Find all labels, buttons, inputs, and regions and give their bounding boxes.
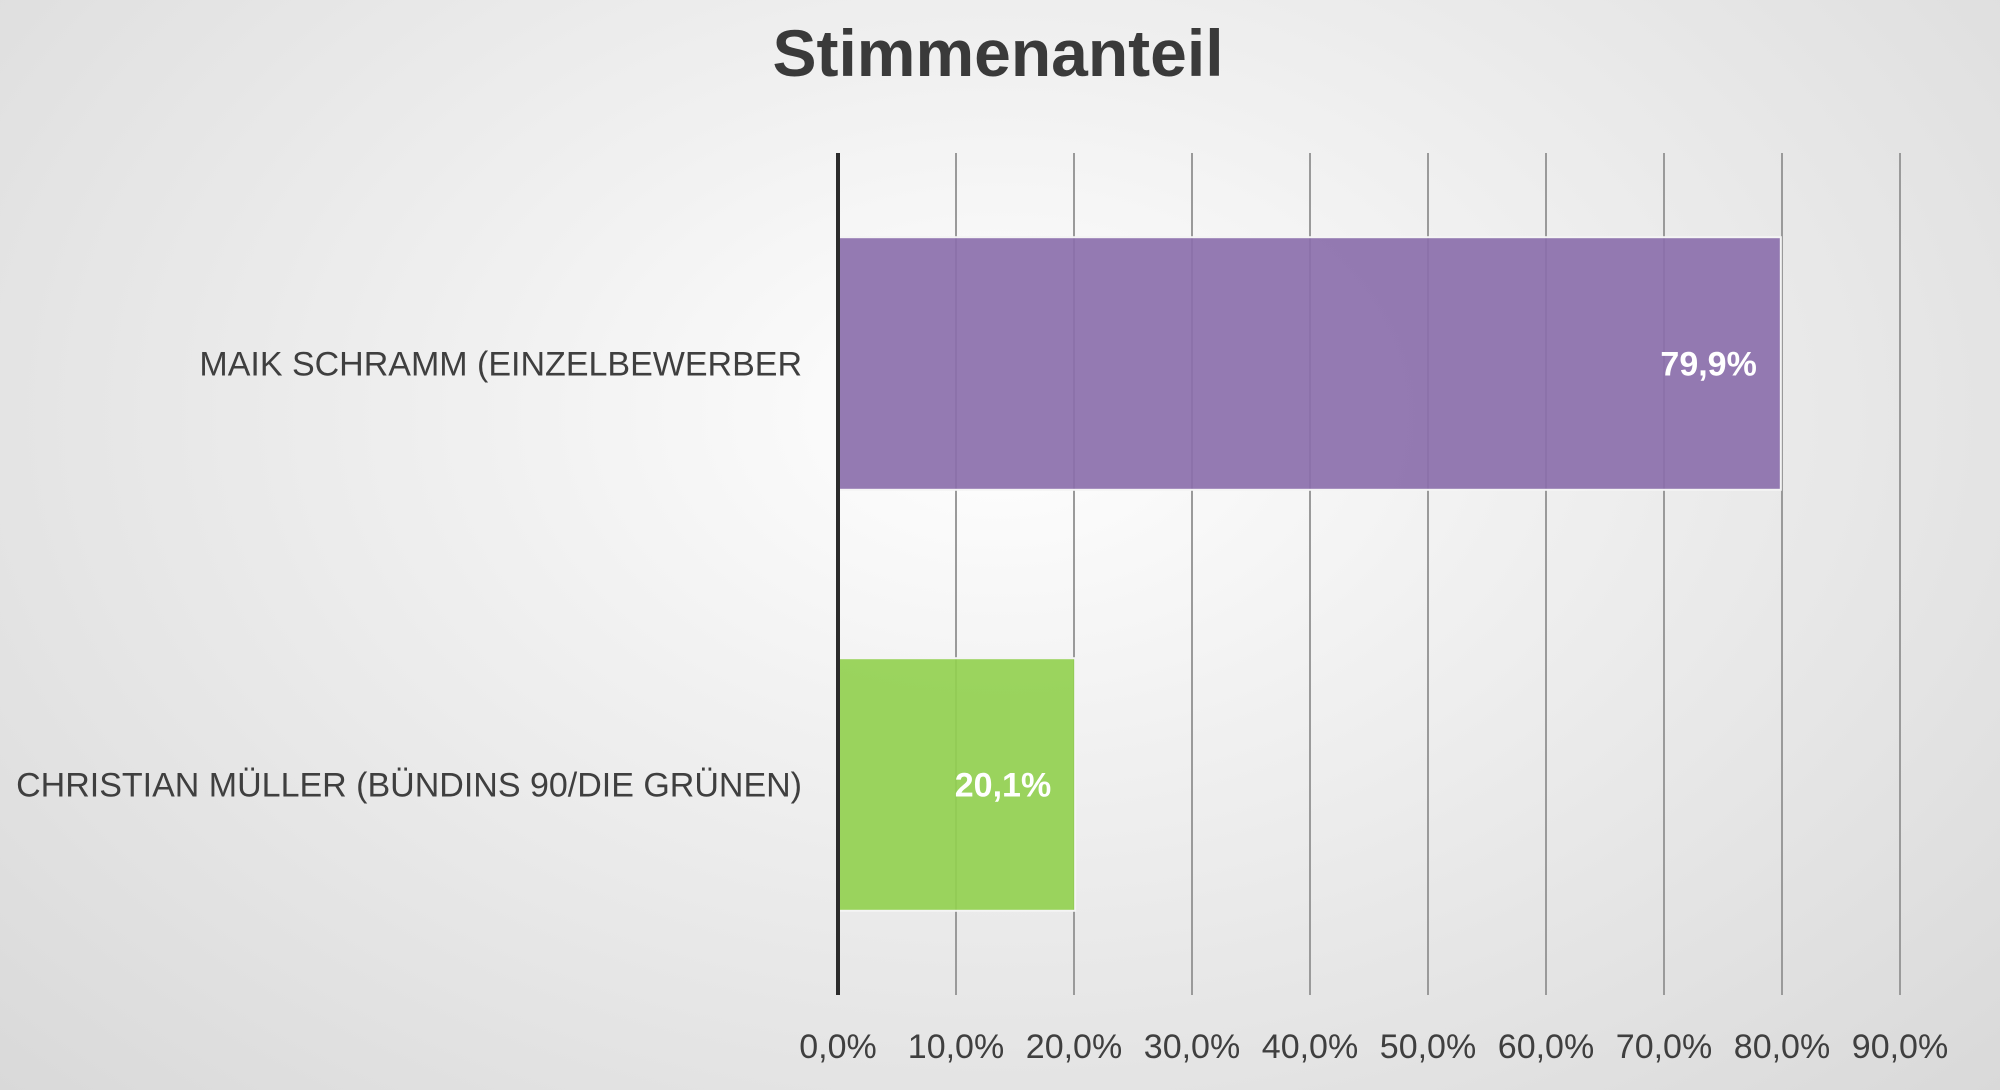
- x-tick-label-8: 80,0%: [1734, 1028, 1830, 1066]
- labels: 0,0% 10,0% 20,0% 30,0% 40,0% 50,0% 60,0% 70,0% 8…: [16, 346, 1948, 1067]
- data-label-0: 79,9%: [1660, 346, 1756, 384]
- x-tick-label-5: 50,0%: [1380, 1028, 1476, 1066]
- category-label-0: MAIK SCHRAMM (EINZELBEWERBER: [199, 346, 802, 384]
- category-label-1: CHRISTIAN MÜLLER (BÜNDINS 90/DIE GRÜNEN): [16, 767, 802, 805]
- x-tick-label-7: 70,0%: [1616, 1028, 1712, 1066]
- chart-title: Stimmenanteil: [772, 16, 1223, 90]
- x-tick-label-3: 30,0%: [1144, 1028, 1240, 1066]
- x-tick-label-2: 20,0%: [1026, 1028, 1122, 1066]
- x-tick-label-6: 60,0%: [1498, 1028, 1594, 1066]
- data-label-1: 20,1%: [955, 767, 1051, 805]
- x-tick-label-0: 0,0%: [799, 1028, 877, 1066]
- bars: [837, 236, 1782, 912]
- bar-1: [837, 657, 1077, 912]
- x-tick-label-9: 90,0%: [1852, 1028, 1948, 1066]
- bar-0: [837, 236, 1782, 491]
- x-tick-label-4: 40,0%: [1262, 1028, 1358, 1066]
- x-tick-label-1: 10,0%: [908, 1028, 1004, 1066]
